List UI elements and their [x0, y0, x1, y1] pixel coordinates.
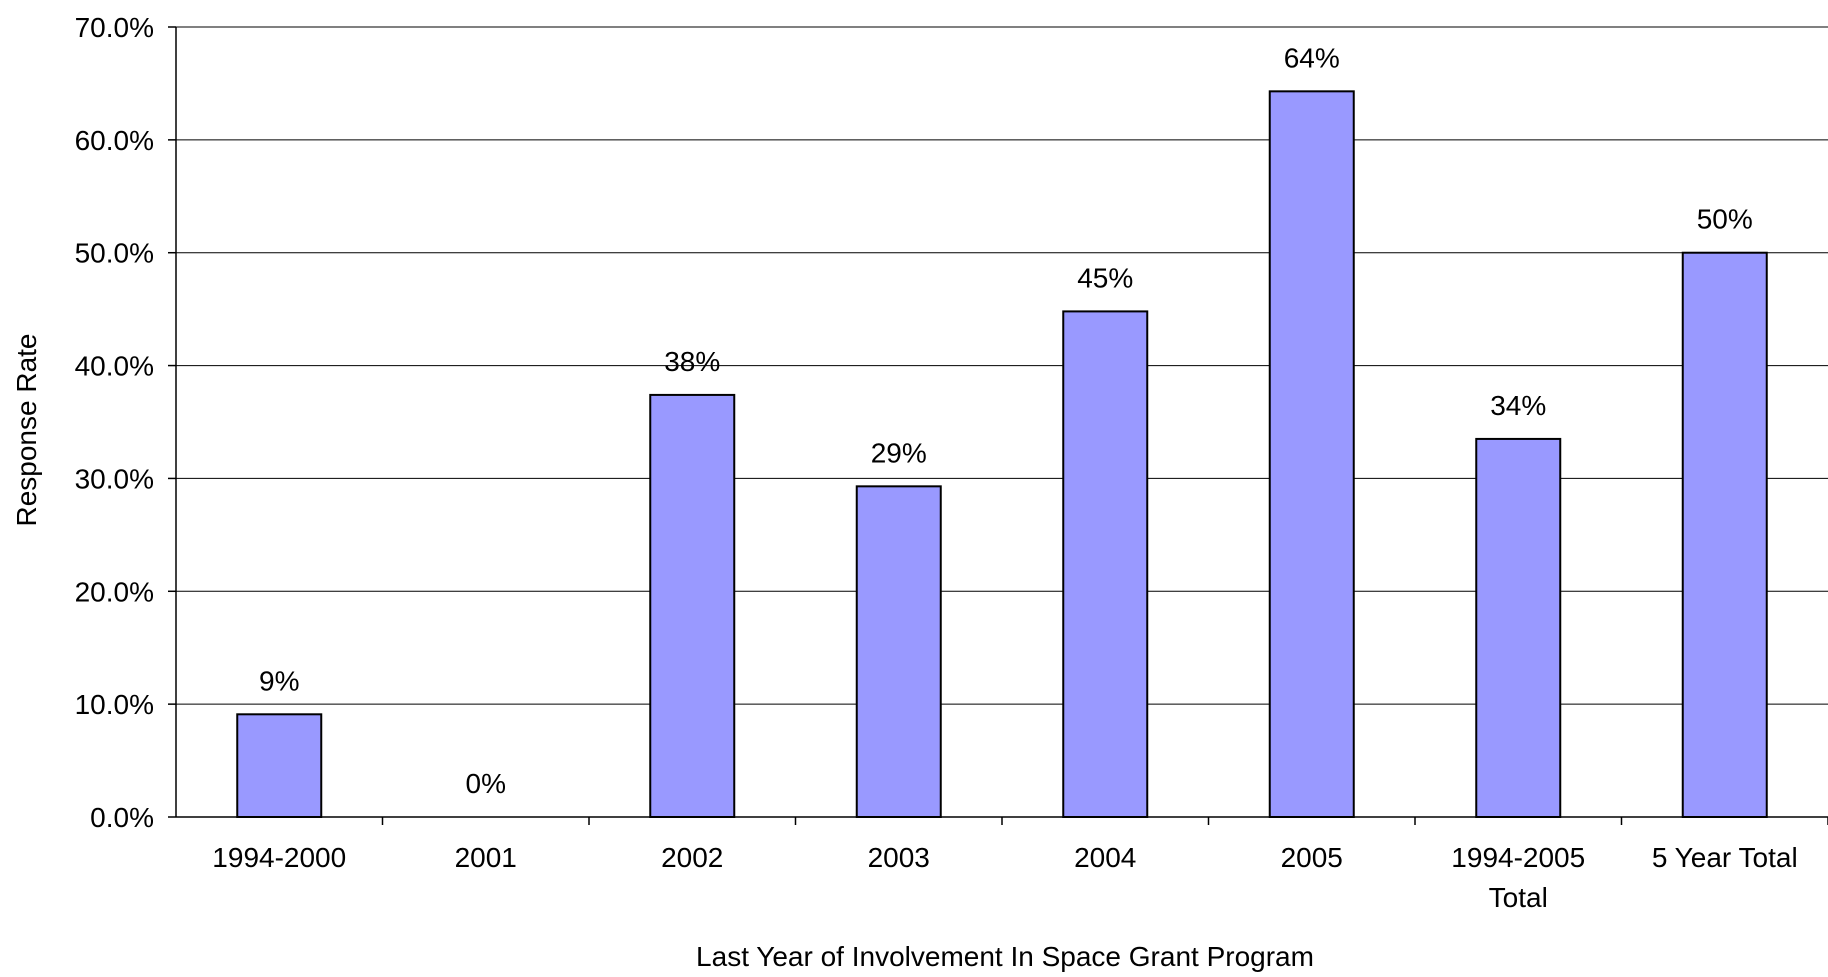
y-tick-label: 60.0% [75, 125, 154, 156]
x-tick-label: 2003 [868, 842, 930, 873]
y-tick-label: 50.0% [75, 238, 154, 269]
x-tick-labels: 1994-2000 2001 2002 2003 2004 2005 1994-2005 To… [212, 842, 1797, 913]
bar [1062, 310, 1149, 818]
y-tick-label: 70.0% [75, 12, 154, 43]
bar [855, 485, 942, 818]
data-label: 29% [871, 437, 927, 468]
bar [1268, 90, 1355, 819]
x-tick-label: 5 Year Total [1652, 842, 1798, 873]
y-tick-label: 30.0% [75, 463, 154, 494]
data-labels: 9% 0% 38% 29% 45% 64% 34% 50% [259, 42, 1753, 799]
x-tick-label: 1994-2005 Total [1451, 842, 1585, 913]
data-label: 50% [1697, 204, 1753, 235]
data-label: 0% [466, 768, 506, 799]
x-tick-label: 2001 [455, 842, 517, 873]
y-tick-label: 40.0% [75, 351, 154, 382]
bar [1681, 251, 1768, 818]
data-label: 9% [259, 665, 299, 696]
y-tick-label: 10.0% [75, 689, 154, 720]
data-label: 38% [664, 346, 720, 377]
x-tick-label: 2005 [1281, 842, 1343, 873]
data-label: 34% [1490, 390, 1546, 421]
bars [236, 90, 1768, 819]
x-tick-label: 1994-2000 [212, 842, 346, 873]
y-tick-label: 0.0% [90, 802, 154, 833]
y-tick-label: 20.0% [75, 576, 154, 607]
bar [649, 393, 736, 818]
gridlines [176, 26, 1828, 705]
bar [236, 713, 323, 818]
x-tick-label: 2002 [661, 842, 723, 873]
bar [1475, 437, 1562, 818]
data-label: 45% [1077, 262, 1133, 293]
data-label: 64% [1284, 42, 1340, 73]
axes [168, 26, 1828, 825]
y-axis-title: Response Rate [11, 333, 42, 526]
y-tick-labels: 0.0% 10.0% 20.0% 30.0% 40.0% 50.0% 60.0% 70.0% [75, 12, 154, 833]
x-tick-label: 2004 [1074, 842, 1136, 873]
x-axis-title: Last Year of Involvement In Space Grant … [696, 941, 1314, 972]
